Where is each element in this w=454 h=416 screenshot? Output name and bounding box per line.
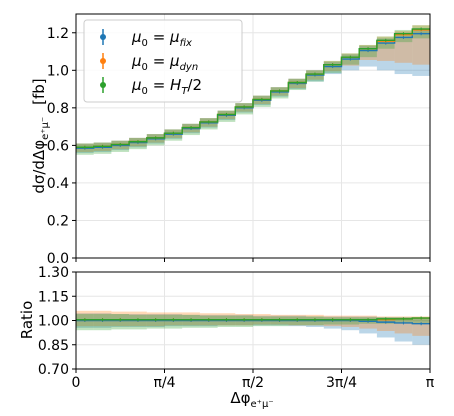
legend-label-0: μ0 = μfix — [131, 28, 192, 49]
ratio-panel: 0.700.851.001.151.30 0 π/4 π/2 3π/4 π Ratio … — [18, 265, 435, 410]
legend-label-part: dyn — [180, 62, 199, 73]
legend-label-part: 0 — [142, 38, 148, 49]
legend-label-part: /2 — [187, 76, 202, 94]
ratio-xtick-label: π — [426, 375, 435, 391]
legend-label-1: μ0 = μdyn — [131, 52, 198, 73]
ratio-band-2-3 — [129, 314, 147, 330]
legend-label-part: fix — [180, 38, 192, 49]
main-lines — [76, 27, 430, 150]
legend-box — [83, 19, 243, 103]
xlabel-text: Δφ — [230, 389, 250, 407]
main-band-2-19 — [412, 25, 430, 39]
legend-marker-dot-1 — [100, 58, 106, 64]
ratio-series-line-2 — [76, 317, 430, 321]
main-band-0-18 — [394, 32, 413, 75]
ratio-band-1-19 — [412, 316, 430, 336]
main-y-axis-label: dσ/dΔφe⁺μ⁻ [fb] — [30, 78, 51, 193]
ratio-xtick-label: π/4 — [153, 375, 175, 391]
ratio-x-ticks: 0 π/4 π/2 3π/4 π — [72, 369, 435, 391]
main-ytick-label: 1.0 — [47, 63, 69, 79]
main-plot-frame — [75, 13, 431, 259]
ratio-y-axis-label: Ratio — [18, 301, 36, 340]
ratio-band-2-0 — [76, 314, 94, 331]
main-band-1-19 — [412, 25, 430, 65]
ratio-lines — [76, 316, 430, 326]
main-ytick-label: 0.2 — [47, 213, 69, 229]
ratio-xtick-label: 3π/4 — [326, 375, 357, 391]
main-panel: 0.0 0.2 0.4 0.6 0.8 1.0 1.2 dσ/dΔφe⁺μ⁻ [fb] μ0 … — [30, 13, 431, 267]
ratio-series-line-0 — [76, 319, 430, 325]
ratio-band-1-18 — [394, 316, 413, 334]
ratio-y-ticks: 0.70 0.85 1.00 1.15 1.30 — [38, 265, 76, 378]
ratio-ytick-label: 0.70 — [38, 362, 69, 378]
ratio-xtick-label: 0 — [72, 375, 81, 391]
main-ylabel-sub: e⁺μ⁻ — [40, 117, 51, 140]
main-band-0-15 — [341, 54, 360, 71]
legend-label-part: μ — [131, 28, 142, 46]
main-ytick-label: 0.8 — [47, 101, 69, 117]
legend-label-part: H — [170, 76, 181, 94]
legend-label-part: = — [148, 28, 170, 46]
main-y-ticks: 0.0 0.2 0.4 0.6 0.8 1.0 1.2 — [47, 26, 431, 267]
ratio-xtick-label: π/2 — [242, 375, 264, 391]
main-ytick-label: 0.6 — [47, 138, 69, 154]
ratio-x-axis-label: Δφe⁺μ⁻ — [230, 389, 273, 410]
ratio-ytick-label: 1.30 — [38, 265, 69, 281]
legend-label-part: μ — [169, 52, 180, 70]
legend-label-part: = — [148, 76, 170, 94]
legend-label-part: = — [148, 52, 170, 70]
legend-label-part: μ — [131, 52, 142, 70]
ratio-plot-frame — [75, 271, 431, 370]
main-ylabel-text: dσ/dΔφ — [30, 140, 48, 194]
main-ytick-label: 1.2 — [47, 26, 69, 42]
legend-label-part: 0 — [142, 62, 148, 73]
main-ytick-label: 0.4 — [47, 176, 69, 192]
legend-label-2: μ0 = HT/2 — [131, 76, 202, 97]
main-band-1-18 — [394, 30, 413, 63]
ratio-ytick-label: 1.15 — [38, 289, 69, 305]
main-ylabel-unit: [fb] — [30, 78, 48, 105]
xlabel-sub: e⁺μ⁻ — [251, 399, 274, 410]
legend-marker-dot-0 — [100, 34, 106, 40]
ratio-band-2-1 — [93, 314, 112, 331]
ratio-band-2-19 — [412, 317, 430, 323]
main-band-0-17 — [376, 38, 395, 71]
ratio-ytick-label: 0.85 — [38, 338, 69, 354]
main-ytick-label: 0.0 — [47, 251, 69, 267]
legend-label-part: μ — [131, 76, 142, 94]
legend-label-part: μ — [169, 28, 180, 46]
main-band-0-19 — [412, 28, 430, 76]
legend-label-part: 0 — [142, 86, 148, 97]
ratio-ytick-label: 1.00 — [38, 314, 69, 330]
legend-marker-dot-2 — [100, 82, 106, 88]
legend-label-part: T — [181, 86, 188, 97]
